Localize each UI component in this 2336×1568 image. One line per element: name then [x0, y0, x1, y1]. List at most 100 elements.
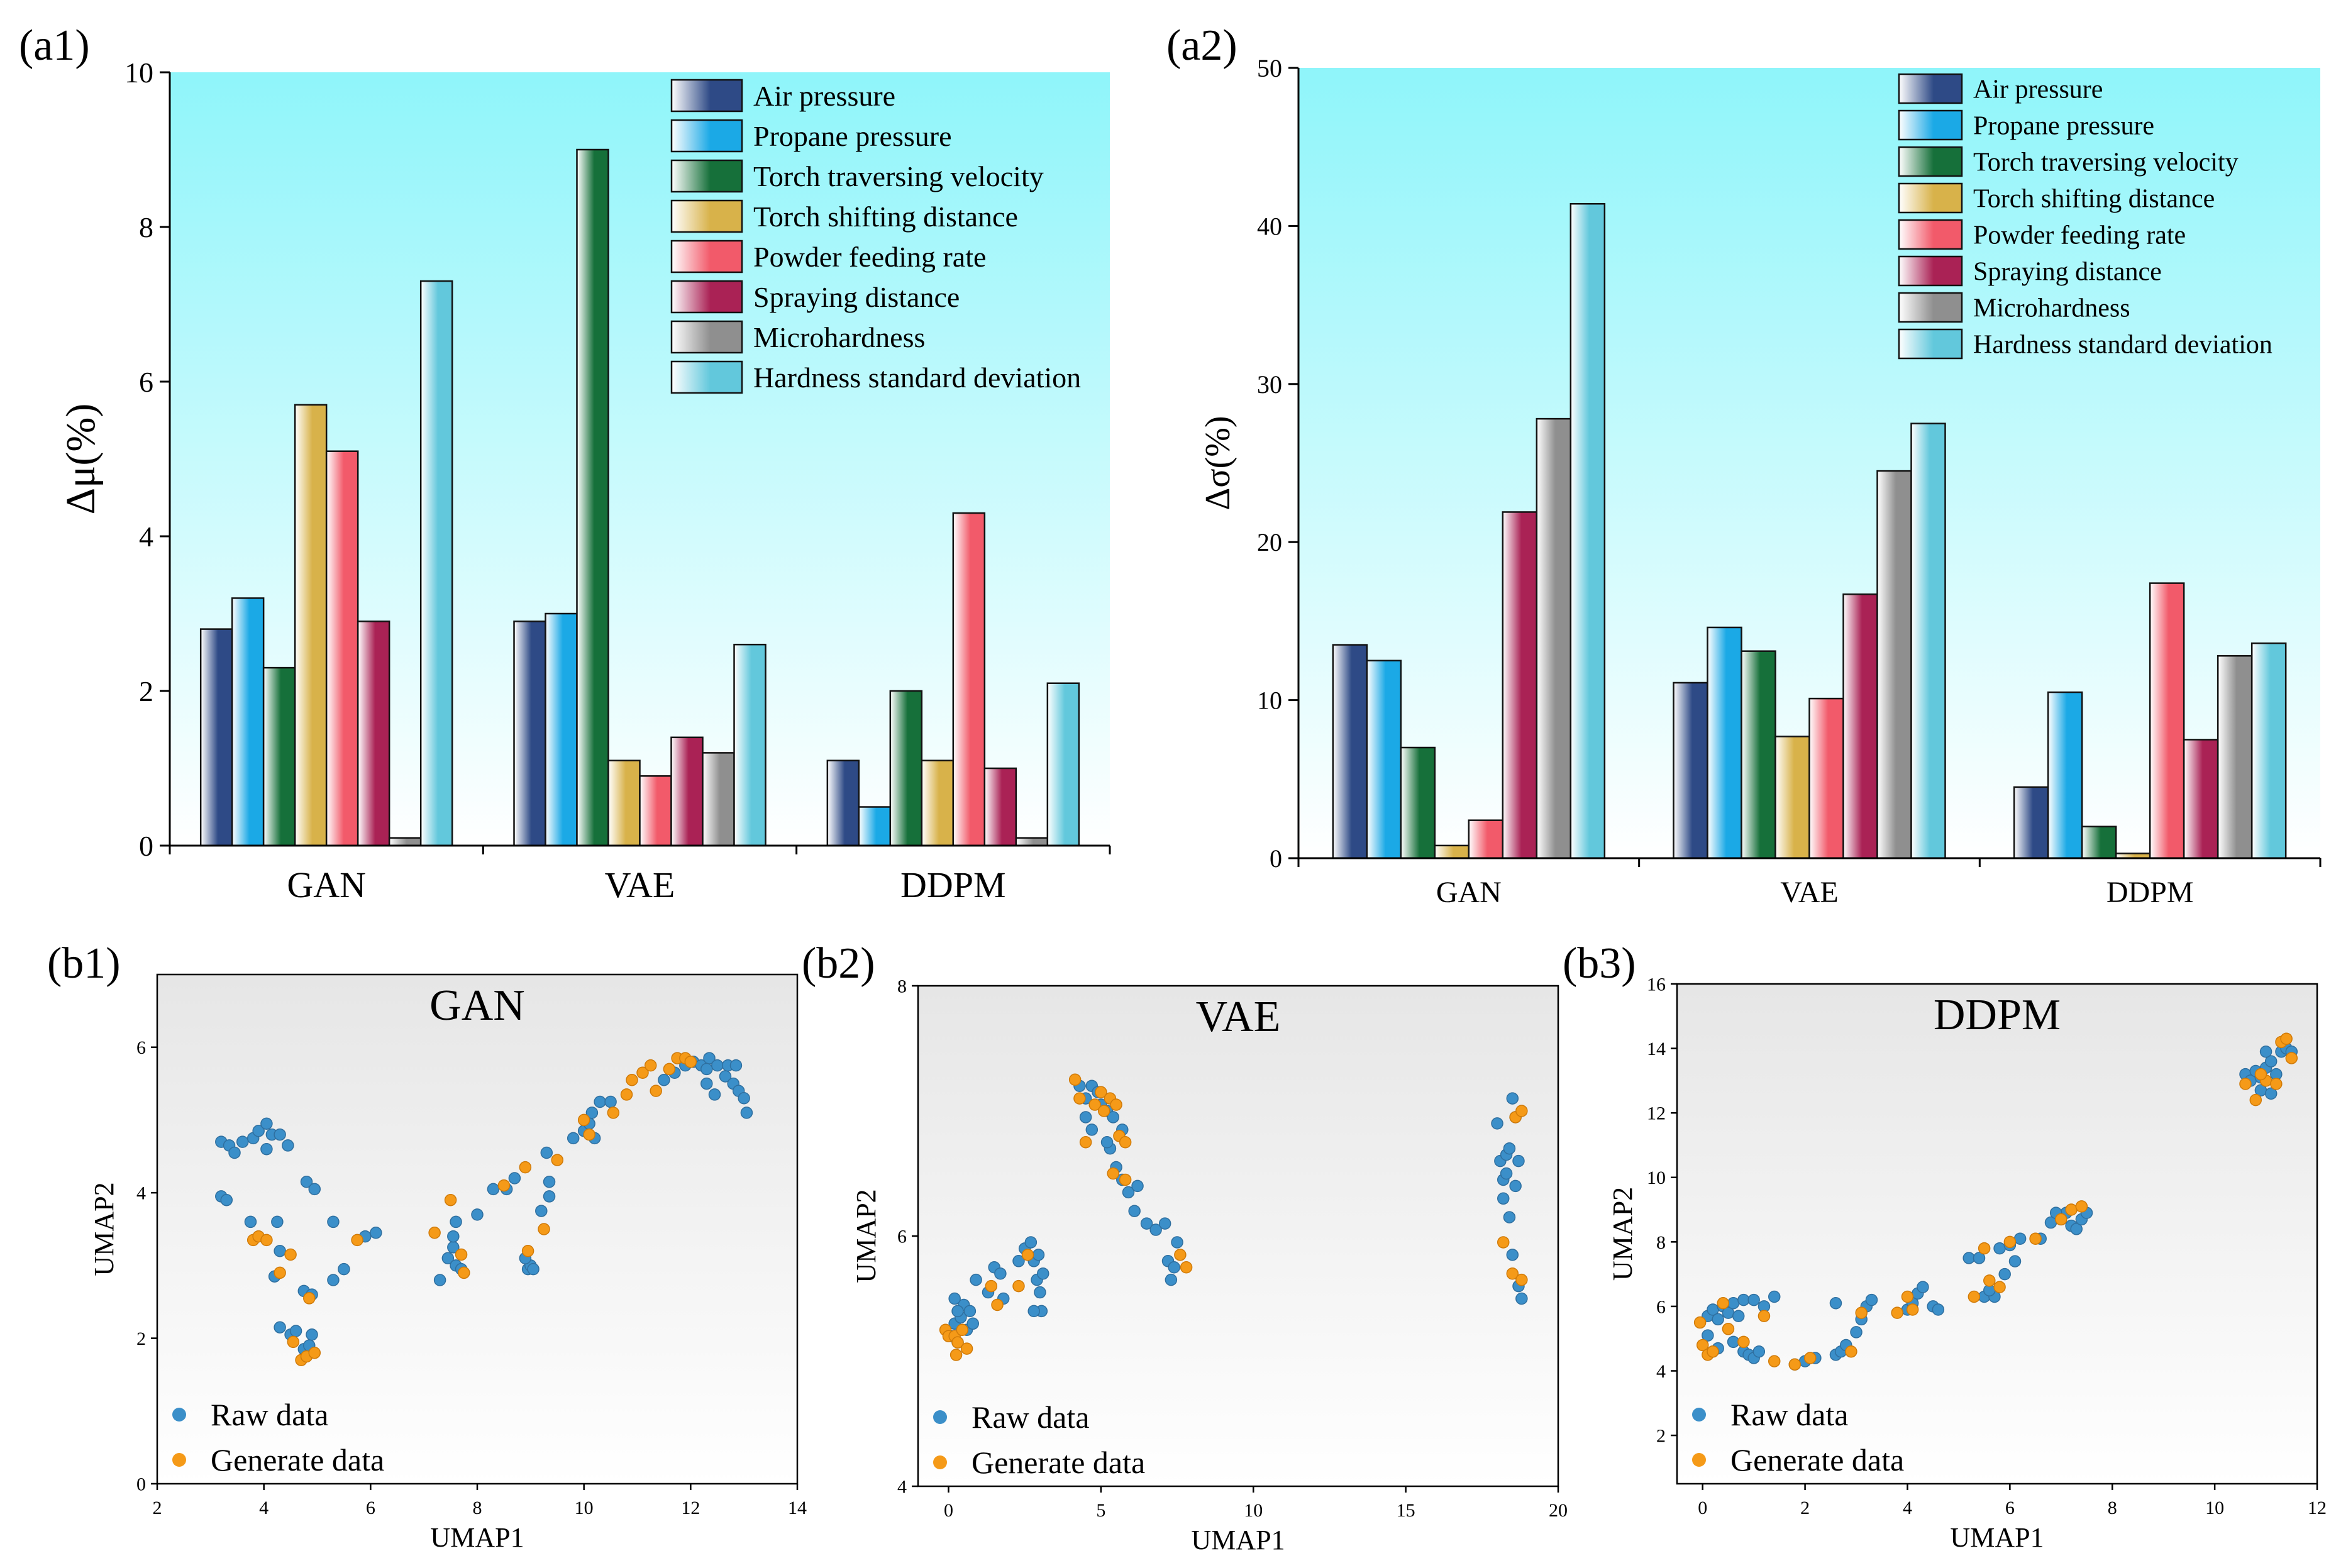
- raw-data-point: [1085, 1124, 1099, 1136]
- bar-vae-spraying-distance: [670, 736, 704, 847]
- bar-ddpm-hardness-standard-deviation: [1046, 682, 1080, 847]
- raw-data-point: [540, 1146, 553, 1159]
- y-axis-label: Δσ(%): [1198, 416, 1237, 510]
- legend-swatch-microhardness: [1898, 292, 1963, 323]
- raw-data-point: [338, 1262, 350, 1276]
- y-tick-label: 40: [1257, 212, 1282, 240]
- generate-data-point: [1906, 1303, 1919, 1316]
- raw-data-point: [471, 1208, 484, 1221]
- bar-ddpm-spraying-distance: [983, 767, 1017, 847]
- raw-data-point: [306, 1328, 318, 1341]
- raw-data-point: [244, 1215, 257, 1228]
- bar-ddpm-air-pressure: [826, 759, 860, 847]
- generate-data-point: [583, 1128, 595, 1141]
- x-tick-label: 20: [1549, 1500, 1568, 1521]
- generate-data-point: [1107, 1167, 1119, 1180]
- generate-data-point: [2270, 1078, 2283, 1090]
- generate-data-point: [1707, 1345, 1719, 1358]
- legend-label-air-pressure: Air pressure: [1973, 75, 2103, 104]
- panel-label-a1: (a1): [19, 21, 90, 70]
- generate-data-point: [951, 1336, 964, 1349]
- raw-data-point: [708, 1088, 721, 1101]
- generate-data-point: [521, 1244, 534, 1257]
- bar-gan-spraying-distance: [357, 621, 390, 847]
- legend-label-hardness-standard-deviation: Hardness standard deviation: [753, 362, 1081, 394]
- generate-data-point: [684, 1056, 697, 1068]
- raw-data-point: [274, 1244, 286, 1257]
- plot-background: [1676, 983, 2318, 1485]
- generate-data-point: [308, 1346, 321, 1359]
- generate-data-point: [1073, 1092, 1086, 1105]
- bar-ddpm-hardness-standard-deviation: [2250, 642, 2287, 859]
- generate-data-point: [1097, 1105, 1110, 1117]
- raw-data-point: [260, 1142, 273, 1156]
- raw-data-point: [2070, 1223, 2083, 1235]
- generate-data-point: [1119, 1136, 1132, 1149]
- bar-gan-air-pressure: [1332, 644, 1368, 859]
- raw-data-point: [370, 1227, 382, 1239]
- raw-data-point: [567, 1132, 580, 1145]
- y-axis-label: UMAP2: [89, 1182, 119, 1276]
- bar-vae-microhardness: [702, 752, 735, 847]
- y-tick-label: 8: [1656, 1232, 1666, 1253]
- y-tick-label: 10: [1257, 687, 1282, 715]
- category-label-vae: VAE: [605, 864, 675, 905]
- bar-vae-hardness-standard-deviation: [1910, 422, 1946, 859]
- raw-data-point: [1079, 1111, 1092, 1124]
- generate-data-point: [1068, 1073, 1082, 1086]
- legend-swatch-propane-pressure: [1898, 109, 1963, 141]
- x-tick-label: 15: [1397, 1500, 1415, 1521]
- raw-data-point: [951, 1305, 964, 1318]
- raw-data-point: [543, 1190, 556, 1203]
- generate-data-point: [284, 1248, 297, 1261]
- legend-label-powder-feeding-rate: Powder feeding rate: [1973, 221, 2186, 250]
- x-tick-label: 2: [1800, 1498, 1810, 1518]
- generate-data-point: [351, 1234, 363, 1247]
- raw-data-point: [700, 1063, 713, 1076]
- bar-gan-microhardness: [388, 837, 422, 847]
- bar-vae-torch-shifting-distance: [607, 759, 641, 847]
- raw-data-point: [508, 1172, 521, 1184]
- generate-data-point: [1978, 1242, 1991, 1255]
- raw-data-point: [1027, 1305, 1040, 1318]
- legend-label-air-pressure: Air pressure: [753, 80, 895, 112]
- y-tick-label: 0: [1270, 844, 1282, 873]
- generate-data-point: [1803, 1352, 1817, 1364]
- generate-data-point: [1758, 1310, 1771, 1323]
- generate-data-point: [1515, 1105, 1528, 1117]
- generate-data-point: [497, 1179, 511, 1192]
- generate-data-point: [620, 1088, 633, 1101]
- legend-label-spraying-distance: Spraying distance: [753, 281, 960, 313]
- legend-label-powder-feeding-rate: Powder feeding rate: [753, 241, 986, 273]
- generate-data-point: [538, 1223, 550, 1235]
- x-tick-label: 10: [1244, 1500, 1263, 1521]
- generate-data-point: [2055, 1213, 2068, 1226]
- y-tick-label: 4: [139, 521, 153, 553]
- bar-ddpm-torch-traversing-velocity: [889, 690, 923, 847]
- generate-data-point: [2029, 1232, 2042, 1245]
- generate-data-point: [956, 1323, 969, 1336]
- legend-swatch-microhardness: [670, 320, 743, 354]
- x-axis-label: UMAP1: [1950, 1522, 2044, 1553]
- y-tick-label: 4: [136, 1183, 146, 1204]
- generate-data-point: [303, 1292, 316, 1305]
- bar-gan-hardness-standard-deviation: [419, 280, 453, 847]
- generate-data-point: [1088, 1098, 1101, 1111]
- bar-vae-powder-feeding-rate: [639, 775, 672, 847]
- y-tick-label: 2: [1656, 1426, 1666, 1447]
- generate-data-point: [519, 1161, 532, 1174]
- generate-data-point: [663, 1063, 676, 1076]
- raw-data-point: [1107, 1111, 1119, 1124]
- raw-data-point: [228, 1146, 241, 1159]
- y-tick-label: 2: [136, 1328, 146, 1349]
- chart-title: GAN: [429, 981, 525, 1030]
- bar-gan-propane-pressure: [1366, 660, 1402, 859]
- bar-gan-torch-traversing-velocity: [262, 666, 296, 847]
- raw-data-point: [327, 1274, 340, 1286]
- generate-data-point: [428, 1227, 441, 1239]
- bar-ddpm-air-pressure: [2013, 786, 2049, 859]
- raw-data-point: [535, 1205, 548, 1217]
- x-tick-label: 8: [473, 1498, 482, 1518]
- legend-label-torch-traversing-velocity: Torch traversing velocity: [753, 160, 1044, 192]
- raw-data-point: [487, 1183, 500, 1196]
